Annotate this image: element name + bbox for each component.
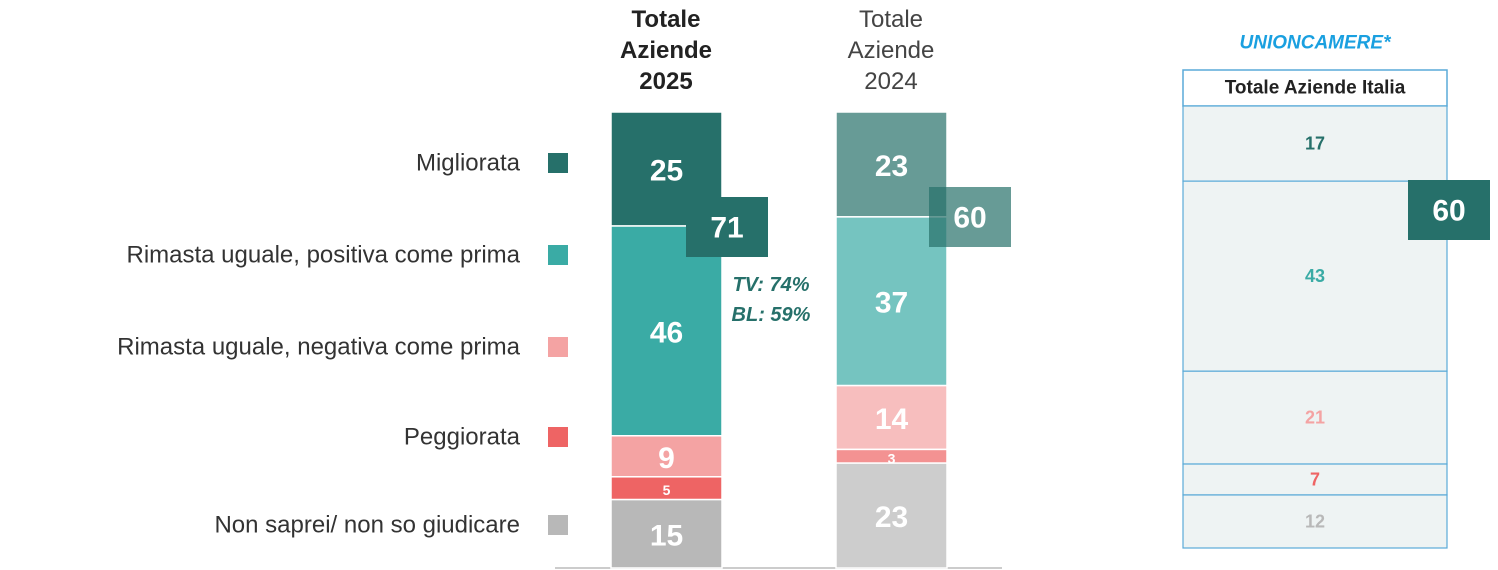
bar-segment (835, 111, 948, 218)
panel-segment (1182, 494, 1448, 549)
panel-value: 17 (1305, 134, 1325, 154)
legend-swatch (548, 153, 568, 173)
bar-segment (835, 462, 948, 569)
data-label: 23 (875, 501, 908, 534)
category-label: Totale Aziende 2025 (619, 6, 712, 95)
legend-swatch (548, 427, 568, 447)
data-label: 25 (650, 155, 683, 188)
bar-segment (610, 498, 723, 569)
panel-title: UNIONCAMERE* (1240, 33, 1393, 54)
category-label: Totale Aziende 2024 (847, 6, 935, 95)
data-label: 3 (888, 450, 896, 466)
legend-label: Migliorata (416, 150, 521, 177)
bar-segment (610, 435, 723, 478)
legend-swatch (548, 337, 568, 357)
annotation: TV: 74% (732, 274, 809, 296)
data-label: 9 (658, 442, 675, 475)
panel-value: 12 (1305, 511, 1325, 531)
data-label: 14 (875, 403, 909, 436)
panel-value: 43 (1305, 266, 1325, 286)
annotation: BL: 59% (732, 304, 811, 326)
data-label: 37 (875, 287, 908, 320)
legend-swatch (548, 245, 568, 265)
data-label: 46 (650, 316, 683, 349)
total-box (686, 197, 768, 257)
legend-swatch (548, 515, 568, 535)
panel-header: Totale Aziende Italia (1225, 78, 1406, 99)
panel-segment (1182, 370, 1448, 465)
total-label: 60 (953, 202, 986, 235)
panel-segment (1182, 180, 1448, 372)
panel-value: 7 (1310, 469, 1320, 489)
legend-label: Peggiorata (404, 424, 521, 451)
panel-total: 60 (1432, 195, 1465, 228)
legend-label: Rimasta uguale, negativa come prima (117, 334, 521, 361)
legend-label: Rimasta uguale, positiva come prima (126, 242, 520, 269)
bar-segment (610, 225, 723, 437)
panel-value: 21 (1305, 408, 1325, 428)
data-label: 15 (650, 519, 683, 552)
bar-segment (835, 216, 948, 387)
data-label: 5 (663, 482, 671, 498)
data-label: 23 (875, 150, 908, 183)
total-box (929, 187, 1011, 247)
panel-total-box (1408, 180, 1490, 240)
total-label: 71 (710, 212, 743, 245)
legend-label: Non saprei/ non so giudicare (214, 512, 520, 539)
